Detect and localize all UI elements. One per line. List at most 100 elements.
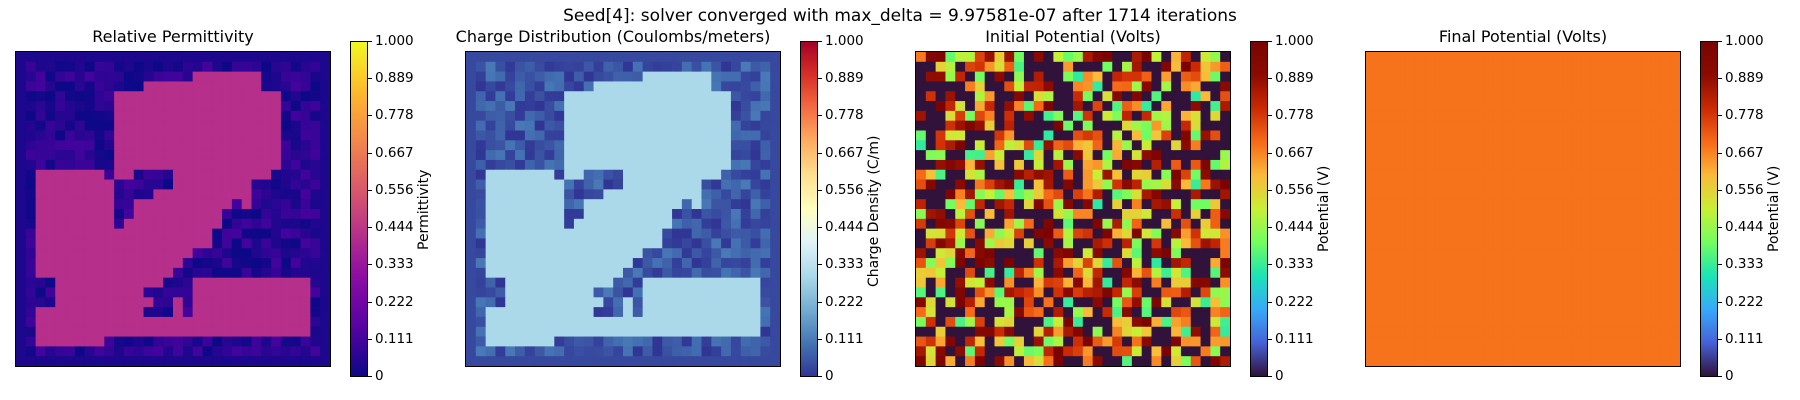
heatmap-cell xyxy=(681,140,693,151)
heatmap-cell xyxy=(1424,189,1436,200)
heatmap-cell xyxy=(74,150,86,161)
heatmap-cell xyxy=(153,61,164,73)
heatmap-cell xyxy=(466,140,477,151)
heatmap-cell xyxy=(94,336,105,347)
heatmap-cell xyxy=(1180,101,1192,112)
heatmap-cell xyxy=(1532,307,1544,318)
heatmap-cell xyxy=(84,120,96,132)
heatmap-cell xyxy=(1464,356,1475,366)
heatmap-cell xyxy=(662,326,673,338)
heatmap-cell xyxy=(505,199,516,210)
heatmap-cell xyxy=(1395,71,1406,83)
heatmap-cell xyxy=(133,336,145,347)
heatmap-cell xyxy=(642,110,654,122)
heatmap-cell xyxy=(1621,267,1632,279)
heatmap-cell xyxy=(730,356,742,366)
heatmap-cell xyxy=(1161,159,1172,171)
heatmap-cell xyxy=(974,326,986,338)
heatmap-cell xyxy=(94,169,105,181)
heatmap-cell xyxy=(945,346,956,357)
heatmap-cell xyxy=(1102,130,1113,141)
heatmap-cell xyxy=(1190,101,1202,112)
heatmap-cell xyxy=(290,71,302,83)
heatmap-cell xyxy=(1151,159,1162,171)
heatmap-cell xyxy=(505,110,516,122)
heatmap-cell xyxy=(1073,71,1084,83)
heatmap-cell xyxy=(280,326,292,338)
heatmap-cell xyxy=(1503,71,1514,83)
heatmap-cell xyxy=(1464,228,1475,240)
heatmap-cell xyxy=(1513,140,1524,151)
heatmap-cell xyxy=(466,356,477,366)
heatmap-cell xyxy=(564,316,575,328)
heatmap-cell xyxy=(1385,189,1397,200)
heatmap-cell xyxy=(1581,159,1593,171)
heatmap-cell xyxy=(994,218,1005,230)
heatmap-cell xyxy=(212,71,223,83)
heatmap-cell xyxy=(55,189,66,200)
heatmap-cell xyxy=(94,209,105,220)
heatmap-cell xyxy=(485,71,497,83)
heatmap-cell xyxy=(1122,356,1133,366)
heatmap-cell xyxy=(505,218,516,230)
heatmap-cell xyxy=(163,189,174,200)
heatmap-cell xyxy=(642,267,654,279)
heatmap-cell xyxy=(1073,356,1084,366)
heatmap-cell xyxy=(1415,277,1426,289)
colorbar-tick-label: 0.333 xyxy=(1725,256,1764,272)
heatmap-cell xyxy=(1503,356,1514,366)
heatmap-cell xyxy=(212,120,223,132)
heatmap-cell xyxy=(1660,110,1671,122)
heatmap-cell xyxy=(984,101,996,112)
heatmap-cell xyxy=(143,346,154,357)
heatmap-cell xyxy=(475,297,487,308)
heatmap-cell xyxy=(652,81,663,92)
heatmap-cell xyxy=(1063,71,1074,83)
heatmap-cell xyxy=(1161,297,1172,308)
heatmap-cell xyxy=(1660,209,1671,220)
heatmap-cell xyxy=(1454,71,1465,83)
heatmap-cell xyxy=(1473,346,1485,357)
heatmap-svg xyxy=(1366,52,1680,366)
heatmap-cell xyxy=(1591,140,1603,151)
heatmap-cell xyxy=(1043,316,1054,328)
heatmap-cell xyxy=(691,307,703,318)
heatmap-cell xyxy=(534,287,546,298)
heatmap-cell xyxy=(691,52,703,63)
heatmap-cell xyxy=(1073,159,1084,171)
heatmap-cell xyxy=(730,120,742,132)
heatmap-cell xyxy=(1180,81,1192,92)
heatmap-cell xyxy=(1190,199,1202,210)
heatmap-cell xyxy=(721,52,732,63)
heatmap-cell xyxy=(212,258,223,269)
heatmap-cell xyxy=(55,91,66,102)
heatmap-cell xyxy=(1180,159,1192,171)
heatmap-cell xyxy=(1552,346,1563,357)
heatmap-cell xyxy=(505,277,516,289)
heatmap-cell xyxy=(672,346,683,357)
heatmap-cell xyxy=(65,199,76,210)
heatmap-cell xyxy=(1552,356,1563,366)
heatmap-cell xyxy=(534,218,546,230)
heatmap-cell xyxy=(1611,140,1622,151)
heatmap-cell xyxy=(760,199,771,210)
heatmap-cell xyxy=(1483,297,1495,308)
heatmap-cell xyxy=(701,336,712,347)
colorbar-tick-label: 0 xyxy=(825,368,834,384)
heatmap-cell xyxy=(750,189,761,200)
heatmap-cell xyxy=(280,159,292,171)
heatmap-cell xyxy=(241,258,253,269)
heatmap-cell xyxy=(1200,258,1211,269)
heatmap-cell xyxy=(1004,110,1015,122)
heatmap-cell xyxy=(1464,91,1475,102)
heatmap-cell xyxy=(94,199,105,210)
heatmap-cell xyxy=(1004,297,1015,308)
heatmap-cell xyxy=(65,238,76,249)
heatmap-cell xyxy=(114,81,125,92)
heatmap-cell xyxy=(691,356,703,366)
heatmap-cell xyxy=(935,61,947,73)
heatmap-cell xyxy=(300,336,311,347)
heatmap-cell xyxy=(672,189,683,200)
heatmap-cell xyxy=(310,307,321,318)
heatmap-cell xyxy=(1630,218,1642,230)
